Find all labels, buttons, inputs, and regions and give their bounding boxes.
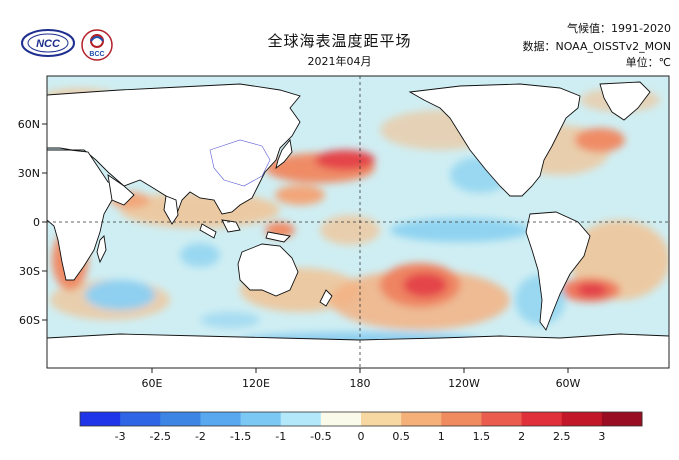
borneo [221, 219, 241, 233]
lat-label-30n: 30N [18, 167, 40, 180]
colorbar-tick-label: 2 [518, 430, 525, 443]
eurasia [47, 83, 301, 218]
india [163, 195, 179, 225]
china-boundary [209, 139, 271, 187]
colorbar-bin [240, 412, 282, 426]
colorbar-tick-label: 0.5 [392, 430, 410, 443]
greenland [599, 81, 651, 121]
bcc-logo: BCC [81, 29, 113, 61]
colorbar-bin [561, 412, 603, 426]
madagascar [96, 235, 107, 264]
colorbar-bin [280, 412, 322, 426]
colorbar-tick-label: 1.5 [473, 430, 491, 443]
antarctica [47, 333, 669, 368]
anomaly-field [47, 76, 669, 368]
lat-ticks [42, 123, 47, 321]
colorbar-bin [361, 412, 402, 426]
colorbar-bin [441, 412, 482, 426]
colorbar-bin [601, 412, 643, 426]
colorbar-tick-label: -2 [195, 430, 206, 443]
climatology-label: 气候值：1991-2020 [567, 22, 671, 35]
bcc-logo-text: BCC [89, 51, 104, 58]
colorbar-tick-label: 2.5 [553, 430, 571, 443]
japan [275, 138, 293, 170]
sumatra [199, 223, 217, 239]
dataset-label: 数据：NOAA_OISSTv2_MON [522, 40, 671, 53]
ncc-logo-text: NCC [36, 38, 61, 50]
colorbar-tick-label: -1.5 [230, 430, 251, 443]
unit-label: 单位：℃ [625, 56, 671, 69]
colorbar-bin [160, 412, 201, 426]
lat-label-60n: 60N [18, 118, 40, 131]
colorbar-bin [200, 412, 242, 426]
colorbar-tick-label: 0 [358, 430, 365, 443]
colorbar-bin [521, 412, 563, 426]
lon-label-60e: 60E [142, 377, 163, 390]
new-zealand [319, 289, 333, 307]
lat-label-60s: 60S [19, 314, 40, 327]
colorbar-bin [481, 412, 523, 426]
colorbar-tick-label: -0.5 [310, 430, 331, 443]
colorbar-outline [79, 411, 643, 427]
colorbar-tick-label: -3 [115, 430, 126, 443]
map-title: 全球海表温度距平场 [267, 32, 412, 50]
lon-label-60w: 60W [556, 377, 581, 390]
colorbar-bin [401, 412, 442, 426]
colorbar-tick-label: 3 [598, 430, 605, 443]
new-guinea [265, 231, 291, 243]
south-america [525, 211, 591, 331]
arabia [107, 174, 135, 206]
ncc-logo: NCC [21, 29, 75, 57]
lon-ticks [151, 368, 569, 373]
colorbar-bin [120, 412, 161, 426]
map-subtitle: 2021年04月 [307, 55, 372, 68]
colorbar-tick-label: -2.5 [150, 430, 171, 443]
colorbar-bin [320, 412, 362, 426]
land [47, 81, 669, 368]
lat-label-0: 0 [33, 216, 40, 229]
africa [47, 149, 119, 281]
colorbar-tick-label: -1 [275, 430, 286, 443]
lon-label-180: 180 [350, 377, 371, 390]
lon-label-120w: 120W [448, 377, 480, 390]
lat-label-30s: 30S [19, 265, 40, 278]
australia [237, 243, 299, 297]
colorbar-tick-label: 1 [438, 430, 445, 443]
colorbar: -3 -2.5 -2 -1.5 -1 -0.5 0 0.5 1 1.5 2 2.5 3 [79, 411, 643, 443]
colorbar-bin [80, 412, 121, 426]
lon-label-120e: 120E [242, 377, 270, 390]
north-america [408, 83, 581, 197]
